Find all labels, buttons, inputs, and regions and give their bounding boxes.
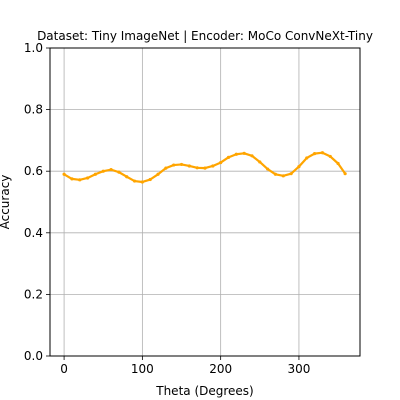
data-point [179, 162, 184, 167]
data-point [336, 161, 340, 166]
data-point [109, 168, 113, 172]
x-tick-label: 200 [209, 362, 232, 376]
data-point [289, 172, 293, 176]
data-point [70, 177, 74, 181]
plot-frame [49, 47, 361, 357]
data-point [101, 169, 105, 173]
data-point [85, 176, 90, 180]
data-point [132, 179, 137, 183]
x-tick-label: 300 [287, 362, 310, 376]
y-tick-label: 0.8 [24, 103, 43, 117]
chart-title: Dataset: Tiny ImageNet | Encoder: MoCo C… [37, 29, 373, 43]
data-point [281, 174, 285, 178]
data-point [258, 160, 262, 164]
data-point [226, 155, 231, 159]
data-point [343, 172, 347, 176]
data-point [164, 166, 168, 170]
data-point [266, 167, 270, 171]
x-tick-label: 100 [131, 362, 154, 376]
data-point [203, 166, 207, 170]
data-point [62, 172, 66, 176]
data-point [234, 152, 238, 156]
data-point [172, 163, 176, 167]
data-point [93, 172, 98, 176]
y-tick-label: 0.2 [24, 287, 43, 301]
x-tick-label: 0 [60, 362, 68, 376]
x-axis-label: Theta (Degrees) [155, 384, 253, 398]
y-tick-label: 0.6 [24, 164, 43, 178]
data-point [140, 180, 144, 184]
data-point [312, 152, 317, 156]
data-point [242, 151, 246, 155]
data-point [125, 175, 129, 179]
data-point [187, 164, 191, 168]
data-point [250, 154, 254, 158]
y-tick-label: 0.0 [24, 349, 43, 363]
y-tick-label: 1.0 [24, 41, 43, 55]
data-point [297, 164, 301, 169]
y-axis-label: Accuracy [0, 175, 12, 230]
data-point [117, 170, 121, 174]
data-point [219, 160, 223, 165]
data-point [273, 172, 278, 176]
y-axis-ticks: 0.0 0.2 0.4 0.6 0.8 1.0 [24, 41, 50, 363]
x-axis-ticks: 0 100 200 300 [60, 356, 310, 376]
data-point [328, 154, 332, 159]
data-point [305, 156, 309, 160]
data-point [320, 151, 325, 155]
data-point [211, 164, 215, 168]
data-point [148, 177, 152, 182]
data-point [78, 178, 82, 182]
data-point [195, 166, 199, 170]
data-point [156, 172, 160, 176]
series-layer [62, 151, 347, 184]
y-tick-label: 0.4 [24, 226, 43, 240]
